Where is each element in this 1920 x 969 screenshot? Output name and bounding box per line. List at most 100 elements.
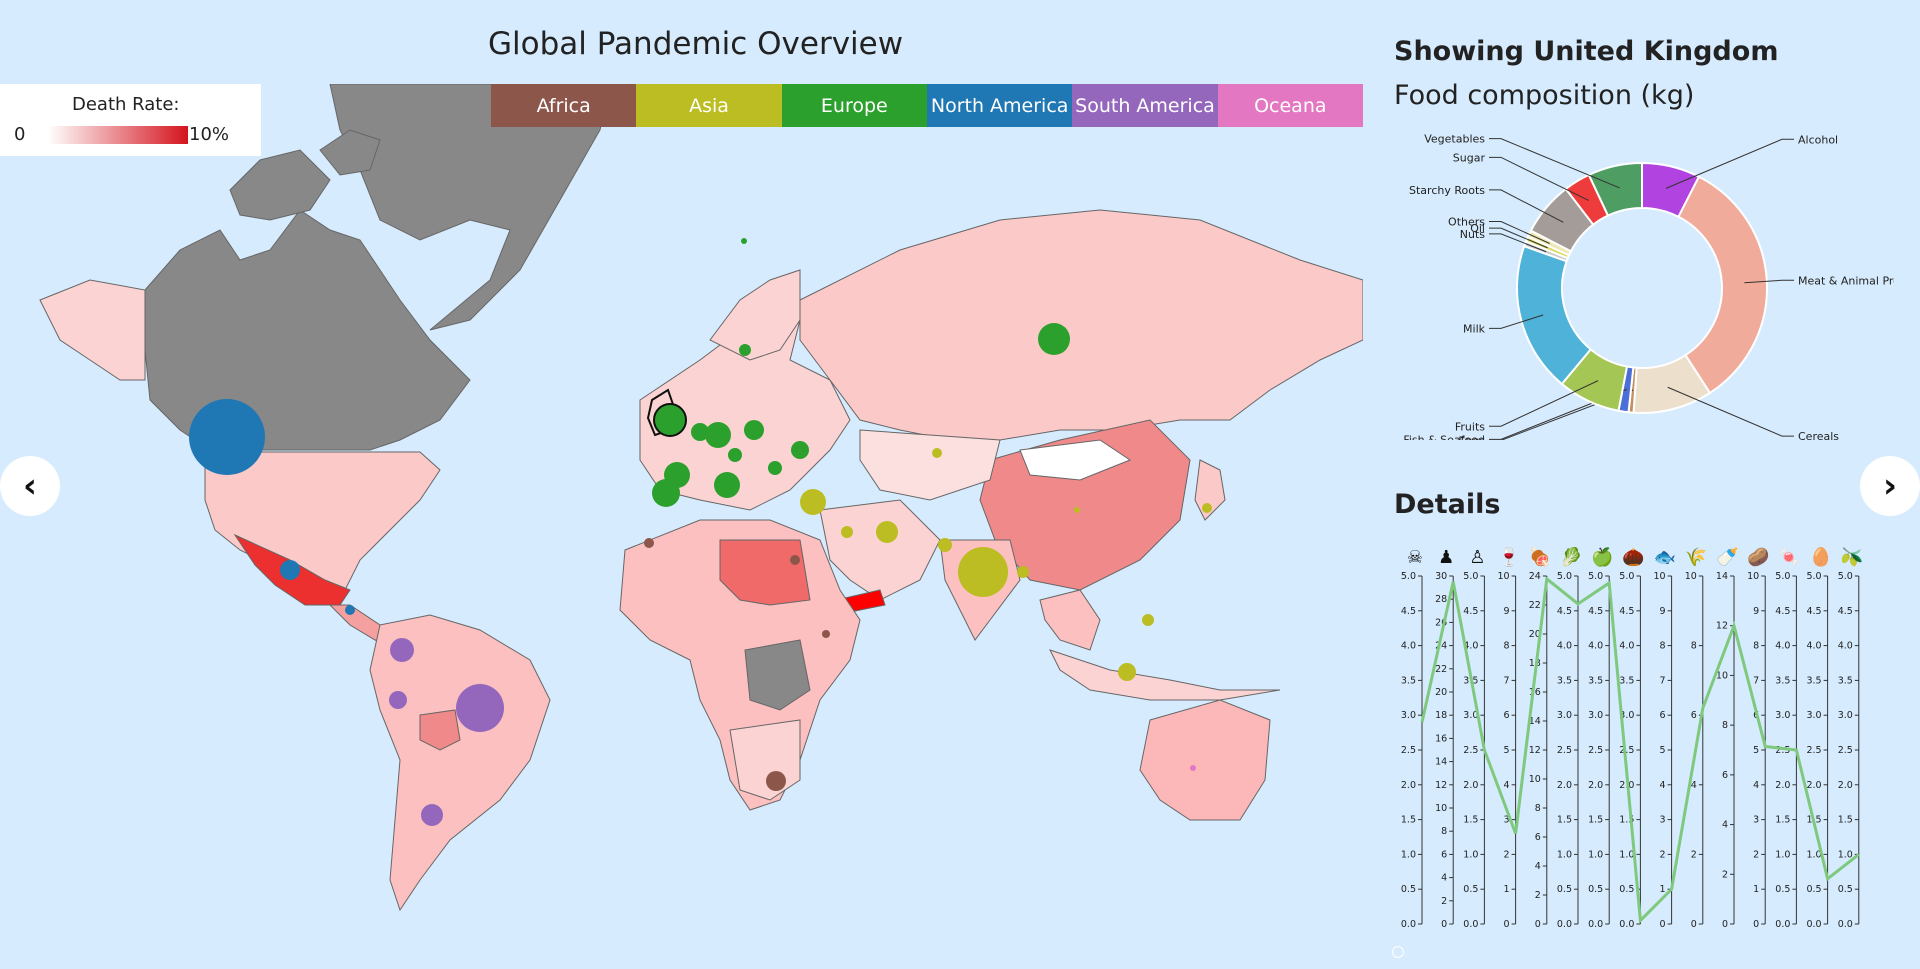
continent-button-oceana[interactable]: Oceana	[1217, 84, 1363, 127]
bubble-italy[interactable]	[714, 472, 740, 498]
next-button[interactable]: ›	[1860, 456, 1920, 516]
bolivia[interactable]	[419, 709, 461, 751]
donut-leader-line	[1489, 233, 1547, 253]
pc-tick-label: 10	[1747, 571, 1759, 582]
pc-tick-label: 4.0	[1838, 641, 1853, 652]
bubble-mexico[interactable]	[280, 560, 300, 580]
bubble-pakistan[interactable]	[938, 538, 952, 552]
kazakhstan[interactable]	[859, 429, 1001, 501]
bubble-poland[interactable]	[744, 420, 764, 440]
bubble-iraq[interactable]	[841, 526, 853, 538]
donut-label: Milk	[1463, 322, 1486, 335]
bubble-japan[interactable]	[1202, 503, 1212, 513]
scandinavia[interactable]	[709, 269, 801, 361]
greenland[interactable]	[329, 84, 611, 331]
bubble-ukraine[interactable]	[791, 441, 809, 459]
pc-tick-label: 2.0	[1557, 780, 1572, 791]
pc-tick-label: 3	[1504, 815, 1510, 826]
bubble-china[interactable]	[1074, 507, 1080, 513]
bubble-algeria[interactable]	[644, 538, 654, 548]
bubble-central-america[interactable]	[345, 605, 355, 615]
bubble-germany[interactable]	[705, 422, 731, 448]
bubble-bangladesh[interactable]	[1017, 566, 1029, 578]
pc-tick-label: 4.0	[1463, 641, 1478, 652]
pc-tick-label: 2	[1660, 849, 1666, 860]
pc-axis: 0.00.51.01.52.02.53.03.54.04.55.0	[1401, 571, 1423, 930]
pc-tick-label: 12	[1716, 621, 1728, 632]
donut-label: Vegetables	[1424, 133, 1485, 146]
bubble-usa[interactable]	[189, 399, 265, 475]
south-america[interactable]	[369, 614, 551, 912]
pc-tick-label: 18	[1435, 710, 1447, 721]
potato-icon: 🥔	[1747, 547, 1770, 568]
continent-button-africa[interactable]: Africa	[491, 84, 637, 127]
russia[interactable]	[799, 209, 1363, 441]
canada-islands[interactable]	[229, 129, 381, 221]
alaska[interactable]	[39, 279, 146, 381]
pc-tick-label: 0.0	[1557, 919, 1572, 930]
pc-tick-label: 1	[1660, 884, 1666, 895]
bubble-belgium[interactable]	[691, 423, 709, 441]
canada[interactable]	[144, 209, 471, 451]
bubble-philippines[interactable]	[1142, 614, 1154, 626]
donut-slice[interactable]	[1587, 161, 1643, 217]
pc-tick-label: 1.5	[1463, 815, 1478, 826]
country-bubbles[interactable]	[189, 238, 1212, 826]
south-africa[interactable]	[729, 719, 801, 801]
pc-tick-label: 10	[1435, 803, 1447, 814]
bubble-russia[interactable]	[1038, 323, 1070, 355]
bubble-ethiopia[interactable]	[822, 630, 830, 638]
bubble-egypt[interactable]	[790, 555, 800, 565]
continent-button-north-america[interactable]: North America	[926, 84, 1073, 127]
japan[interactable]	[1194, 459, 1226, 521]
bubble-turkey[interactable]	[800, 489, 826, 515]
pc-axis: 0.00.51.01.52.02.53.03.54.04.55.0	[1806, 571, 1829, 930]
pc-tick-label: 9	[1504, 606, 1510, 617]
bubble-romania[interactable]	[768, 461, 782, 475]
bubble-indonesia[interactable]	[1118, 663, 1136, 681]
bubble-peru[interactable]	[389, 691, 407, 709]
bubble-iceland[interactable]	[741, 238, 747, 244]
pc-tick-label: 2	[1535, 890, 1541, 901]
bubble-india[interactable]	[958, 547, 1008, 597]
pc-tick-label: 3.0	[1557, 710, 1572, 721]
bubble-colombia[interactable]	[390, 638, 414, 662]
middle-east[interactable]	[819, 499, 941, 601]
previous-button[interactable]: ‹	[0, 456, 60, 516]
continent-button-asia[interactable]: Asia	[636, 84, 782, 127]
pc-tick-label: 3.5	[1806, 675, 1821, 686]
continent-button-south-america[interactable]: South America	[1072, 84, 1218, 127]
pc-tick-label: 0.5	[1806, 884, 1821, 895]
continent-button-europe[interactable]: Europe	[781, 84, 927, 127]
united-states[interactable]	[204, 451, 441, 601]
pc-tick-label: 0	[1722, 919, 1728, 930]
bubble-sweden[interactable]	[739, 344, 751, 356]
egypt-libya[interactable]	[719, 539, 811, 606]
bubble-uk[interactable]	[653, 403, 687, 437]
pc-tick-label: 2.5	[1775, 745, 1790, 756]
southeast-asia[interactable]	[1039, 589, 1101, 651]
indonesia[interactable]	[1049, 649, 1281, 701]
pc-tick-label: 1.0	[1588, 849, 1603, 860]
donut-slice[interactable]	[1516, 244, 1593, 386]
scroll-indicator	[1392, 946, 1404, 958]
bubble-brazil[interactable]	[456, 684, 504, 732]
pc-data-line[interactable]	[1420, 576, 1860, 924]
pc-tick-label: 0.5	[1619, 884, 1634, 895]
pc-tick-label: 12	[1435, 780, 1447, 791]
pc-tick-label: 22	[1435, 664, 1447, 675]
pc-tick-label: 2.5	[1463, 745, 1478, 756]
central-africa-grey[interactable]	[744, 639, 811, 711]
donut-slice[interactable]	[1677, 175, 1768, 395]
bubble-south-africa[interactable]	[766, 771, 786, 791]
australia[interactable]	[1139, 699, 1271, 821]
world-map[interactable]	[0, 84, 1363, 969]
mongolia[interactable]	[1019, 439, 1132, 481]
bubble-australia[interactable]	[1190, 765, 1196, 771]
pc-tick-label: 1.5	[1838, 815, 1853, 826]
bubble-iran[interactable]	[876, 521, 898, 543]
bubble-austria[interactable]	[728, 448, 742, 462]
bubble-france[interactable]	[664, 462, 690, 488]
bubble-argentina[interactable]	[421, 804, 443, 826]
bubble-kazakhstan[interactable]	[932, 448, 942, 458]
